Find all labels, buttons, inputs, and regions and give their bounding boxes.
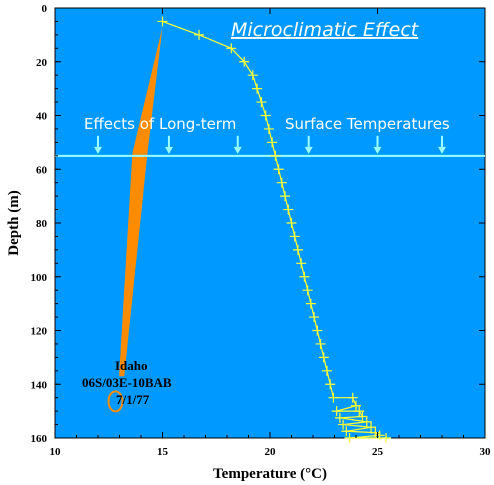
y-axis-title: Depth (m) [6, 190, 22, 255]
series-point [299, 271, 310, 282]
series-point [354, 406, 365, 417]
y-tick-label: 160 [31, 433, 48, 445]
series-point [315, 338, 326, 349]
banner-arrow-head [164, 146, 173, 154]
banner-text-right: Surface Temperatures [285, 115, 450, 133]
series-point [302, 285, 313, 296]
series-point [305, 298, 316, 309]
series-point [226, 43, 237, 54]
series-point [357, 411, 368, 422]
series-point [328, 392, 339, 403]
site-label-line1: Idaho [115, 358, 148, 373]
series-point [270, 150, 281, 161]
banner-arrow-head [373, 146, 382, 154]
series-point [263, 123, 274, 134]
y-tick-label: 140 [31, 379, 48, 391]
series-point [260, 110, 271, 121]
x-tick-label: 30 [480, 446, 492, 458]
series-point [344, 433, 355, 443]
series-point [347, 392, 358, 403]
site-marker [107, 390, 124, 413]
series-point [309, 312, 320, 323]
site-label-line3: 7/1/77 [116, 392, 150, 407]
x-tick-label: 25 [372, 446, 384, 458]
y-tick-label: 60 [36, 164, 48, 176]
series-point [292, 244, 303, 255]
banner-arrow-head [304, 146, 313, 154]
series-point [351, 400, 361, 411]
x-axis-title: Temperature (°C) [213, 466, 327, 482]
series-point [239, 56, 250, 67]
y-tick-label: 0 [42, 3, 48, 15]
y-tick-label: 120 [31, 326, 48, 338]
series-point [381, 433, 392, 443]
series-point [289, 231, 300, 242]
y-axis: 0 20 40 60 80 100 120 140 160 [31, 3, 485, 445]
x-tick-label: 10 [50, 446, 62, 458]
series-point [331, 406, 342, 417]
series-point [157, 16, 168, 27]
chart-title: Microclimatic Effect [231, 19, 420, 41]
series-point [283, 204, 294, 215]
series-point [366, 422, 377, 433]
y-tick-label: 80 [36, 218, 48, 230]
x-tick-label: 15 [157, 446, 169, 458]
series-point [325, 379, 336, 390]
series-point [321, 365, 332, 376]
site-label-line2: 06S/03E-10BAB [82, 375, 172, 390]
series-point [267, 137, 278, 148]
series-point [318, 352, 329, 363]
banner-arrow-head [438, 146, 446, 154]
banner-arrows [94, 135, 446, 154]
series-point [286, 218, 297, 228]
y-tick-label: 20 [36, 57, 48, 69]
series-point [276, 177, 287, 188]
series-point [361, 416, 372, 427]
y-tick-label: 40 [36, 111, 48, 123]
series-point [296, 258, 307, 269]
series-point [247, 70, 258, 81]
banner-arrow-head [233, 146, 242, 154]
series-point [370, 427, 381, 438]
series-point [256, 97, 267, 108]
series-point [334, 412, 345, 423]
series-point [273, 164, 284, 175]
banner-text-left: Effects of Long-term [84, 115, 236, 133]
series-point [252, 83, 263, 94]
x-tick-label: 20 [265, 446, 277, 458]
series-point [312, 325, 323, 336]
series-point [280, 191, 291, 202]
wedge-upper [132, 26, 163, 154]
wedge-group [119, 26, 163, 377]
y-tick-label: 100 [31, 272, 48, 284]
series-point [338, 419, 349, 430]
series-point [341, 426, 352, 437]
series-group [157, 16, 392, 443]
series-point [194, 29, 205, 40]
wedge-lower [119, 153, 148, 377]
plot-area [54, 7, 486, 439]
banner-arrow-head [94, 146, 102, 154]
series-point [374, 430, 385, 441]
